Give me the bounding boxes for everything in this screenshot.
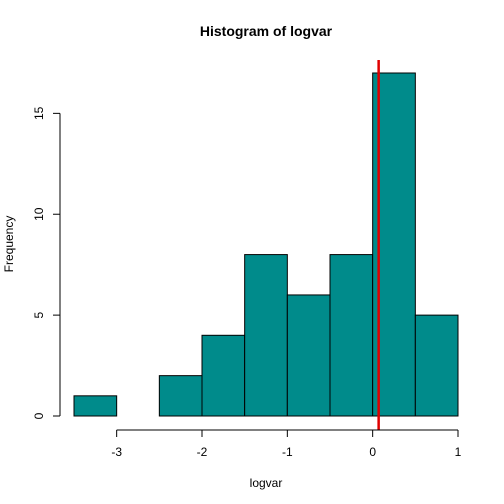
x-tick-label: -1 <box>282 445 293 459</box>
y-axis-label: Frequency <box>2 216 16 273</box>
histogram-bar-0 <box>73 395 118 417</box>
histogram-bar-4 <box>244 254 288 417</box>
y-tick-label: 10 <box>32 207 46 221</box>
y-tick-label: 0 <box>32 412 46 419</box>
bars-group <box>73 72 459 417</box>
x-axis: -3 -2 -1 0 1 <box>111 429 462 459</box>
x-tick-label: 1 <box>455 445 462 459</box>
histogram-bar-3 <box>201 334 246 417</box>
histogram-bar-5 <box>286 294 331 417</box>
histogram-bar-6 <box>329 254 374 417</box>
x-tick-label: -2 <box>197 445 208 459</box>
histogram-bar-8 <box>414 314 459 417</box>
y-tick-label: 15 <box>32 106 46 120</box>
x-tick-label: 0 <box>369 445 376 459</box>
y-axis: 0 5 10 15 <box>32 106 61 419</box>
x-axis-label: logvar <box>250 476 283 490</box>
histogram-bar-2 <box>158 375 203 417</box>
chart-title: Histogram of logvar <box>200 23 333 39</box>
y-tick-label: 5 <box>32 311 46 318</box>
x-tick-label: -3 <box>111 445 122 459</box>
